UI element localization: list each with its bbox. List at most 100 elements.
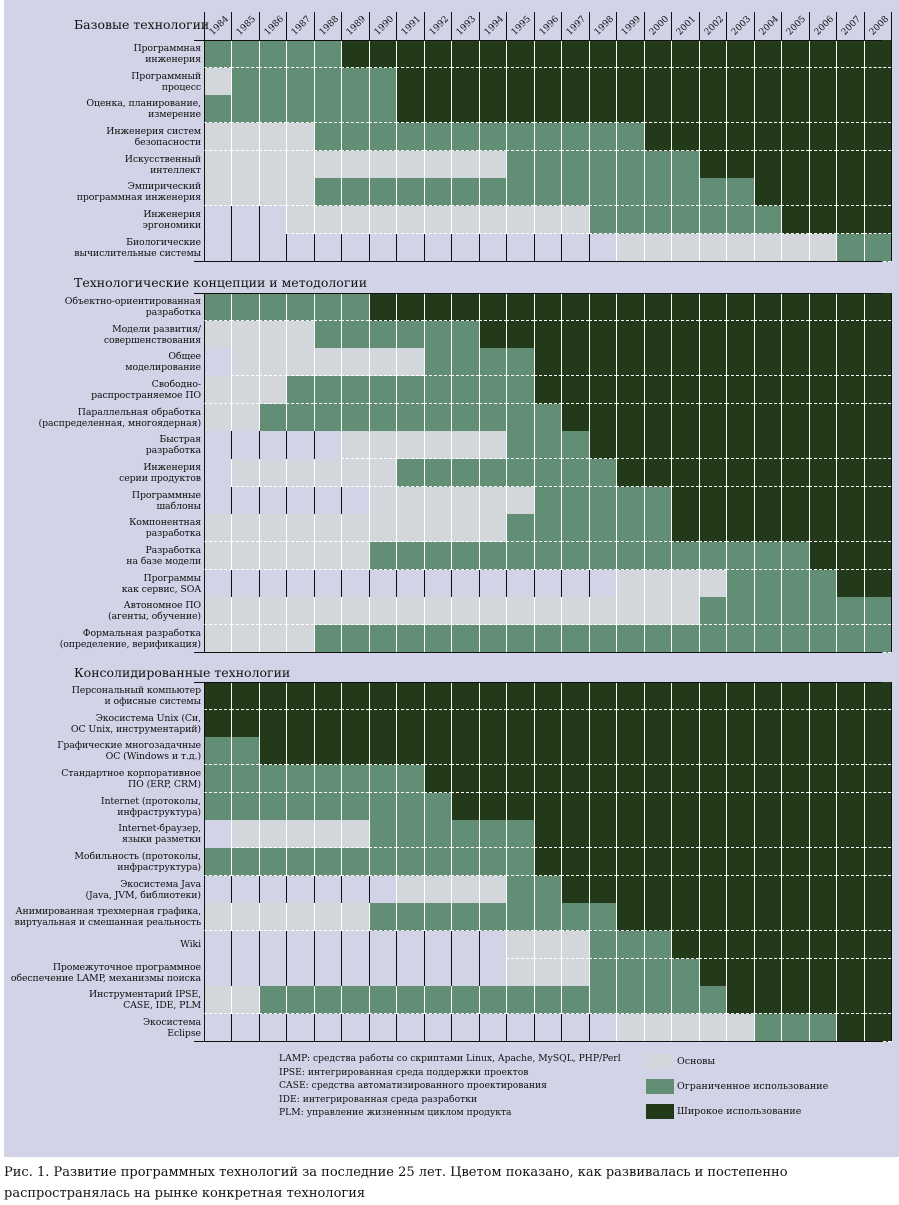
heatmap-cell [258,764,287,794]
heatmap-cell [753,597,782,626]
year-tick-label: 2004 [757,14,781,38]
heatmap-cell [478,709,507,738]
heatmap-cell [698,930,727,959]
heatmap-cell [204,514,232,543]
heatmap-cell [506,233,535,262]
heatmap-cell [781,233,810,262]
heatmap-cell [231,903,260,932]
heatmap-cell [726,122,755,152]
heatmap-cell [753,233,782,262]
heatmap-cell [231,737,260,766]
heatmap-cell [863,486,892,515]
section-bottom-rule [194,261,882,263]
row-label: Оценка, планирование, измерение [86,98,201,121]
section-title: Базовые технологии [74,17,210,32]
heatmap-cell [204,709,232,738]
heatmap-cell [451,682,480,711]
heatmap-cell [616,95,645,124]
heatmap-cell [643,597,672,626]
heatmap-cell [231,1013,260,1042]
year-tick-label: 1997 [565,14,589,38]
row-label: Модели развития/ совершенствования [103,323,201,346]
row-label: Стандартное корпоративное ПО (ERP, CRM) [61,767,201,790]
row-label: Компонентная разработка [129,517,201,540]
section-right-edge [891,293,892,653]
heatmap-cell [451,320,480,349]
heatmap-cell [698,178,727,207]
heatmap-cell [451,403,480,432]
heatmap-cell [341,682,370,711]
heatmap-cell [313,847,342,877]
section-top-rule [194,293,882,294]
heatmap-cell [808,348,837,377]
heatmap-cell [396,958,425,987]
heatmap-cell [341,348,370,377]
heatmap-cell [588,820,617,849]
heatmap-cell [726,514,755,543]
heatmap-cell [698,737,727,766]
heatmap-cell [781,67,810,96]
heatmap-cell [368,541,397,570]
heatmap-cell [396,847,425,877]
heatmap-cell [753,514,782,543]
heatmap-cell [781,709,810,738]
heatmap-cell [698,624,727,653]
heatmap-cell [726,348,755,377]
row-label: Автономное ПО (агенты, обучение) [107,600,201,623]
year-header: 1988 [313,12,342,40]
heatmap-cell [561,375,590,405]
heatmap-cell [533,820,562,849]
heatmap-cell [863,320,892,349]
heatmap-cell [616,320,645,349]
heatmap-cell [396,764,425,794]
heatmap-cell [698,792,727,821]
heatmap-cell [506,986,535,1015]
heatmap-cell [588,737,617,766]
heatmap-cell [478,320,507,349]
heatmap-cell [423,682,452,711]
heatmap-cell [258,122,287,152]
heatmap-cell [341,820,370,849]
heatmap-cell [588,403,617,432]
heatmap-cell [423,514,452,543]
heatmap-cell [204,792,232,821]
heatmap-cell [533,458,562,488]
heatmap-cell [204,958,232,987]
heatmap-cell [643,403,672,432]
note: CASE: средства автоматизированного проек… [279,1080,547,1091]
heatmap-cell [368,792,397,821]
heatmap-cell [258,986,287,1015]
heatmap-cell [231,375,260,405]
heatmap-cell [313,624,342,653]
heatmap-cell [863,122,892,152]
heatmap-cell [204,737,232,766]
heatmap-cell [341,764,370,794]
heatmap-cell [753,150,782,179]
heatmap-cell [286,348,315,377]
heatmap-cell [753,624,782,653]
heatmap-cell [726,597,755,626]
row-label: Программы как сервис, SOA [121,572,201,595]
legend-swatch [646,1054,674,1069]
note: IDE: интегрированная среда разработки [279,1093,478,1105]
heatmap-cell [286,205,315,235]
heatmap-cell [808,682,837,711]
heatmap-cell [863,709,892,738]
heatmap-cell [506,205,535,235]
heatmap-cell [478,458,507,488]
heatmap-cell [313,375,342,405]
heatmap-cell [561,1013,590,1042]
heatmap-cell [808,847,837,877]
heatmap-cell [671,40,700,69]
heatmap-cell [726,233,755,262]
heatmap-cell [533,320,562,349]
heatmap-cell [863,95,892,124]
heatmap-cell [506,541,535,570]
heatmap-cell [341,150,370,179]
heatmap-cell [258,205,287,235]
heatmap-cell [671,569,700,598]
heatmap-cell [506,514,535,543]
note: LAMP: средства работы со скриптами Linux… [279,1053,621,1064]
heatmap-cell [368,122,397,152]
heatmap-cell [616,820,645,849]
